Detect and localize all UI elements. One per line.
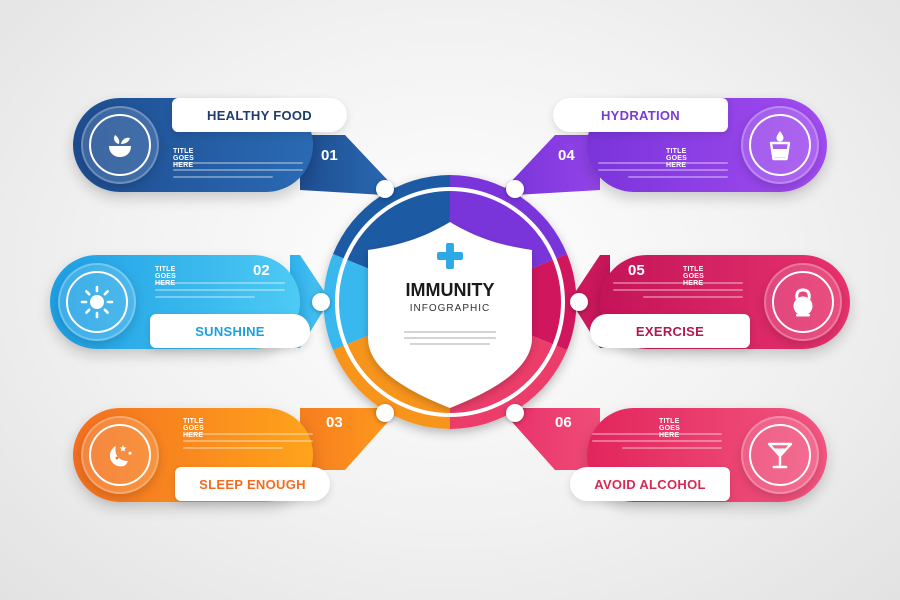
- placeholder-line: [592, 433, 722, 435]
- card-label-05: EXERCISE: [635, 323, 705, 339]
- placeholder-line: [598, 162, 728, 164]
- card-label-03: SLEEP ENOUGH: [199, 476, 306, 492]
- placeholder-line: [155, 282, 285, 284]
- water-glass-icon: [769, 131, 791, 161]
- connector-03: [300, 408, 395, 470]
- placeholder-line: [613, 282, 743, 284]
- sun-icon: [80, 285, 114, 319]
- placeholder-line: [643, 296, 743, 298]
- label-tab-03: SLEEP ENOUGH: [175, 467, 330, 501]
- card-label-01: HEALTHY FOOD: [207, 107, 312, 123]
- label-tab-04: HYDRATION: [553, 98, 728, 132]
- card-number-05: 05: [628, 262, 645, 279]
- cocktail-glass-icon: [767, 442, 793, 469]
- label-tab-06: AVOID ALCOHOL: [570, 467, 730, 501]
- card-number-02: 02: [253, 262, 270, 279]
- placeholder-line: [173, 176, 273, 178]
- placeholder-line: [183, 440, 313, 442]
- card-label-02: SUNSHINE: [195, 323, 265, 339]
- placeholder-line: [628, 176, 728, 178]
- placeholder-line: [613, 289, 743, 291]
- center-placeholder-text: [404, 331, 496, 345]
- ring-dot-02: [312, 293, 330, 311]
- center-title: IMMUNITY: [405, 280, 495, 300]
- placeholder-line: [173, 162, 303, 164]
- card-title-05: TITLE GOES HERE: [683, 266, 705, 287]
- label-tab-01: HEALTHY FOOD: [172, 98, 347, 132]
- center-subtitle: INFOGRAPHIC: [409, 303, 491, 314]
- plus-icon: [437, 243, 463, 269]
- card-title-03: TITLE GOES HERE: [183, 418, 205, 439]
- placeholder-line: [592, 440, 722, 442]
- placeholder-line: [173, 169, 303, 171]
- placeholder-line: [155, 296, 255, 298]
- placeholder-line: [183, 447, 283, 449]
- ring-dot-06: [506, 404, 524, 422]
- ring-dot-01: [376, 180, 394, 198]
- connector-06: [505, 408, 600, 470]
- card-number-03: 03: [326, 414, 343, 431]
- icon-circle-06: [741, 416, 819, 494]
- salad-bowl-icon: [109, 135, 131, 157]
- ring-dot-04: [506, 180, 524, 198]
- label-tab-02: SUNSHINE: [150, 314, 310, 348]
- card-label-04: HYDRATION: [600, 107, 680, 123]
- placeholder-line: [183, 433, 313, 435]
- placeholder-line: [155, 289, 285, 291]
- icon-circle-04: [741, 106, 819, 184]
- card-title-01: TITLE GOES HERE: [173, 148, 195, 169]
- card-title-02: TITLE GOES HERE: [155, 266, 177, 287]
- placeholder-line: [622, 447, 722, 449]
- icon-circle-05: [764, 263, 842, 341]
- card-title-04: TITLE GOES HERE: [666, 148, 688, 169]
- icon-circle-02: [58, 263, 136, 341]
- moon-stars-icon: [109, 445, 133, 467]
- icon-circle-01: [81, 106, 159, 184]
- card-number-01: 01: [321, 147, 338, 164]
- label-tab-05: EXERCISE: [590, 314, 750, 348]
- placeholder-line: [598, 169, 728, 171]
- wheel-ring: [335, 187, 565, 417]
- connector-01: [300, 135, 395, 195]
- card-number-06: 06: [555, 414, 572, 431]
- icon-circle-03: [81, 416, 159, 494]
- shield-shape: [368, 222, 532, 408]
- card-title-06: TITLE GOES HERE: [659, 418, 681, 439]
- kettlebell-icon: [793, 288, 813, 317]
- card-label-06: AVOID ALCOHOL: [594, 476, 706, 492]
- ring-dot-05: [570, 293, 588, 311]
- ring-dot-03: [376, 404, 394, 422]
- connector-04: [505, 135, 600, 195]
- card-number-04: 04: [558, 147, 575, 164]
